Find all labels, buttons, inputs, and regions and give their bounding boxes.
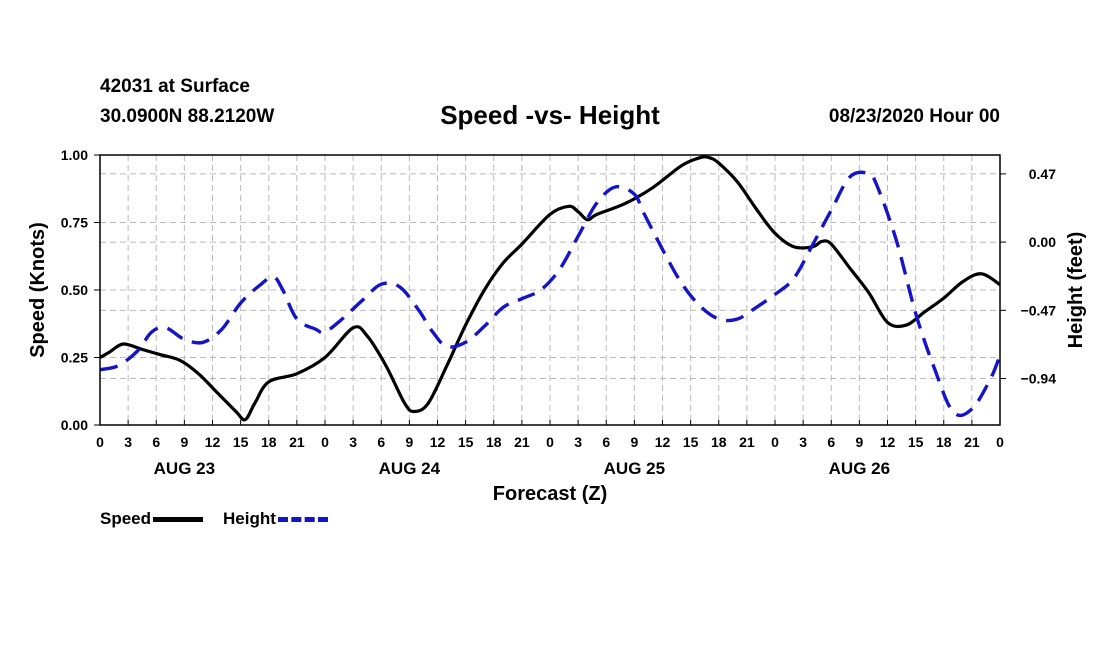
legend: Speed Height	[100, 509, 348, 529]
x-tick-label: 3	[799, 434, 807, 450]
x-tick-label: 9	[180, 434, 188, 450]
x-tick-label: 15	[233, 434, 249, 450]
x-tick-label: 9	[405, 434, 413, 450]
x-tick-label: 12	[880, 434, 896, 450]
y-tick-label-left: 0.50	[61, 282, 88, 298]
x-tick-label: 12	[430, 434, 446, 450]
chart-plot: 0 3 6 9 12 15 18 21 0 3 6 9 12 15 18 21 0 3 6 9 12 15 18 21 0 3 6 9…	[27, 147, 1087, 505]
forecast-datetime: 08/23/2020 Hour 00	[828, 106, 1000, 127]
x-tick-label: 6	[602, 434, 610, 450]
x-tick-label: 15	[908, 434, 924, 450]
x-tick-label: 6	[152, 434, 160, 450]
x-tick-label: 15	[683, 434, 699, 450]
y-tick-label-right: 0.47	[1029, 166, 1056, 182]
x-axis-label: Forecast (Z)	[493, 483, 607, 505]
x-tick-label: 0	[996, 434, 1004, 450]
y-tick-label-left: 0.75	[61, 215, 88, 231]
y-axis-label-left: Speed (Knots)	[27, 222, 49, 358]
x-day-label: AUG 26	[829, 459, 890, 478]
x-tick-label: 12	[205, 434, 221, 450]
y-axis-label-right: Height (feet)	[1065, 232, 1087, 349]
x-day-label: AUG 25	[604, 459, 665, 478]
x-tick-label: 21	[739, 434, 755, 450]
x-tick-label: 3	[124, 434, 132, 450]
station-label: 42031 at Surface	[100, 76, 250, 97]
y-tick-label-left: 1.00	[61, 147, 88, 163]
legend-speed-swatch	[153, 516, 204, 522]
x-tick-label: 18	[936, 434, 952, 450]
x-tick-label: 21	[289, 434, 305, 450]
y-tick-label-left: 0.25	[61, 350, 88, 366]
y-tick-label-left: 0.00	[61, 417, 88, 433]
x-tick-label: 21	[514, 434, 530, 450]
x-tick-label: 0	[771, 434, 779, 450]
x-tick-label: 3	[574, 434, 582, 450]
x-tick-label: 9	[855, 434, 863, 450]
legend-speed-label: Speed	[100, 509, 152, 528]
speed-series-line	[99, 155, 1001, 422]
x-tick-label: 9	[630, 434, 638, 450]
x-tick-label: 6	[377, 434, 385, 450]
x-tick-label: 0	[546, 434, 554, 450]
axis-layer: 0 3 6 9 12 15 18 21 0 3 6 9 12 15 18 21 0 3 6 9 12 15 18 21 0 3 6 9…	[61, 147, 1056, 478]
legend-height-swatch	[277, 516, 328, 522]
x-tick-label: 15	[458, 434, 474, 450]
height-series-line	[99, 170, 1002, 418]
x-tick-label: 12	[655, 434, 671, 450]
x-tick-label: 0	[321, 434, 329, 450]
x-tick-label: 21	[964, 434, 980, 450]
y-tick-label-right: −0.47	[1021, 302, 1057, 318]
x-tick-label: 3	[349, 434, 357, 450]
legend-height-label: Height	[223, 509, 276, 528]
x-tick-label: 18	[261, 434, 277, 450]
x-tick-label: 18	[711, 434, 727, 450]
x-tick-label: 18	[486, 434, 502, 450]
y-tick-label-right: −0.94	[1021, 371, 1057, 387]
y-tick-label-right: 0.00	[1029, 234, 1056, 250]
series-layer	[99, 155, 1002, 422]
x-day-label: AUG 23	[154, 459, 215, 478]
x-tick-label: 0	[96, 434, 104, 450]
coordinates-label: 30.0900N 88.2120W	[100, 106, 275, 127]
chart-title: Speed -vs- Height	[440, 100, 660, 130]
x-tick-label: 6	[827, 434, 835, 450]
x-day-label: AUG 24	[379, 459, 441, 478]
